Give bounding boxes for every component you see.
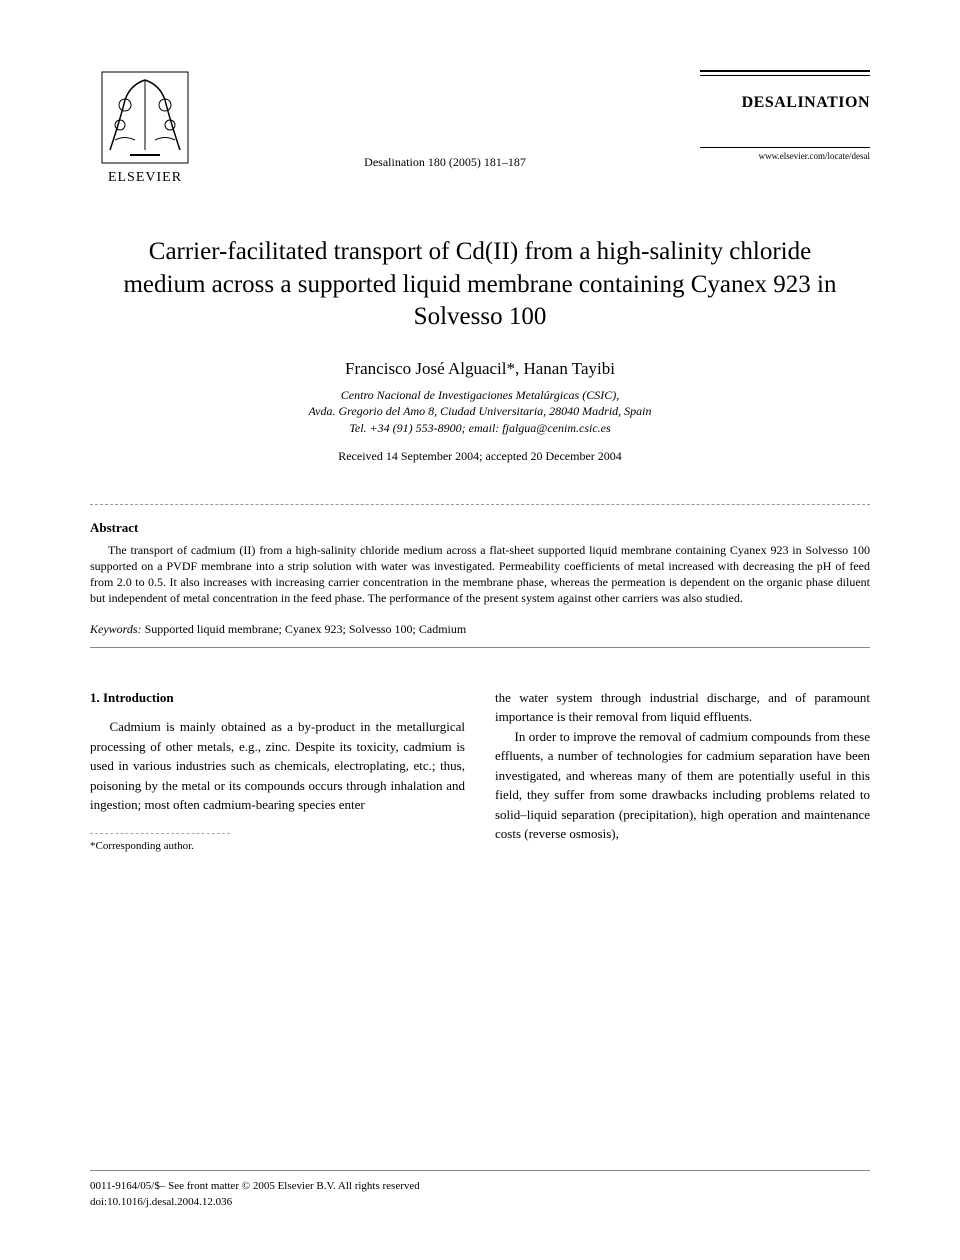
affiliation-line: Avda. Gregorio del Amo 8, Ciudad Univers…: [90, 403, 870, 420]
keywords: Keywords: Supported liquid membrane; Cya…: [90, 622, 870, 637]
keywords-text: Supported liquid membrane; Cyanex 923; S…: [142, 622, 467, 636]
article-dates: Received 14 September 2004; accepted 20 …: [90, 449, 870, 464]
journal-name: DESALINATION: [690, 94, 870, 112]
authors: Francisco José Alguacil*, Hanan Tayibi: [90, 359, 870, 379]
section-heading: 1. Introduction: [90, 688, 465, 708]
keywords-label: Keywords:: [90, 622, 142, 636]
journal-url: www.elsevier.com/locate/desal: [690, 151, 870, 161]
body-paragraph: Cadmium is mainly obtained as a by-produ…: [90, 717, 465, 815]
footnote-rule: [90, 833, 230, 834]
journal-rule-bottom: [700, 147, 870, 148]
body-paragraph: In order to improve the removal of cadmi…: [495, 727, 870, 844]
right-column: the water system through industrial disc…: [495, 688, 870, 855]
article-title: Carrier-facilitated transport of Cd(II) …: [90, 236, 870, 334]
body-columns: 1. Introduction Cadmium is mainly obtain…: [90, 688, 870, 855]
abstract-rule-bottom: [90, 647, 870, 648]
page-footer: 0011-9164/05/$– See front matter © 2005 …: [90, 1170, 870, 1210]
elsevier-logo: [100, 70, 190, 165]
footer-rule: [90, 1170, 870, 1171]
page-header: ELSEVIER Desalination 180 (2005) 181–187…: [90, 70, 870, 186]
body-paragraph: the water system through industrial disc…: [495, 688, 870, 727]
doi-line: doi:10.1016/j.desal.2004.12.036: [90, 1195, 870, 1210]
publisher-block: ELSEVIER: [90, 70, 200, 186]
publisher-name: ELSEVIER: [108, 170, 182, 186]
citation: Desalination 180 (2005) 181–187: [364, 70, 526, 170]
copyright-line: 0011-9164/05/$– See front matter © 2005 …: [90, 1179, 870, 1194]
abstract-rule-top: [90, 504, 870, 505]
left-column: 1. Introduction Cadmium is mainly obtain…: [90, 688, 465, 855]
abstract-text: The transport of cadmium (II) from a hig…: [90, 542, 870, 607]
affiliation: Centro Nacional de Investigaciones Metal…: [90, 387, 870, 437]
abstract-heading: Abstract: [90, 520, 870, 536]
journal-block: DESALINATION www.elsevier.com/locate/des…: [690, 70, 870, 161]
journal-rule-top: [700, 70, 870, 76]
affiliation-line: Tel. +34 (91) 553-8900; email: fjalgua@c…: [90, 420, 870, 437]
affiliation-line: Centro Nacional de Investigaciones Metal…: [90, 387, 870, 404]
corresponding-author-footnote: *Corresponding author.: [90, 838, 465, 855]
